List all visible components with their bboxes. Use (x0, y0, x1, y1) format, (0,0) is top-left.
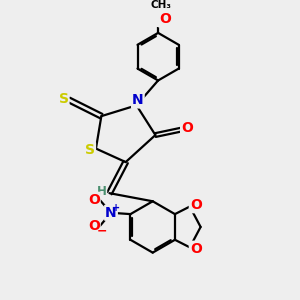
Text: H: H (96, 185, 106, 198)
Text: O: O (159, 12, 171, 26)
Text: +: + (112, 203, 120, 213)
Text: N: N (132, 94, 144, 107)
Text: N: N (105, 206, 117, 220)
Text: O: O (181, 121, 193, 135)
Text: O: O (190, 198, 202, 212)
Text: O: O (88, 219, 100, 233)
Text: O: O (88, 193, 100, 207)
Text: CH₃: CH₃ (150, 0, 171, 10)
Text: O: O (190, 242, 202, 256)
Text: −: − (97, 225, 108, 238)
Text: S: S (85, 143, 95, 157)
Text: S: S (58, 92, 68, 106)
